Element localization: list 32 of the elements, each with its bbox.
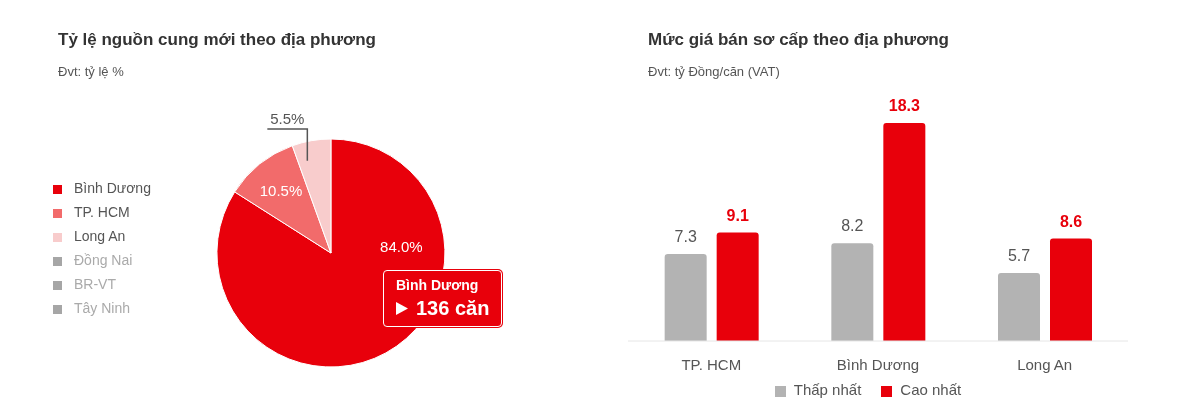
data-label: 84.0% xyxy=(380,238,423,256)
x-tick-label: Bình Dương xyxy=(836,355,920,373)
legend-label: Thấp nhất xyxy=(793,381,862,398)
x-tick-label: TP. HCM xyxy=(681,355,742,373)
bar xyxy=(883,123,926,341)
chart-subtitle: Đvt: tỷ lệ % xyxy=(58,64,125,79)
chart-title: Mức giá bán sơ cấp theo địa phương xyxy=(648,30,950,50)
data-label: 18.3 xyxy=(888,97,921,114)
chart-title: Tỷ lệ nguồn cung mới theo địa phương xyxy=(58,30,377,50)
text: Bình Dương xyxy=(396,277,480,293)
data-label: 9.1 xyxy=(726,206,749,224)
data-label: 7.3 xyxy=(674,228,697,246)
legend-label: BR-VT xyxy=(74,276,116,292)
legend-label: Long An xyxy=(74,228,126,244)
legend-label: Đồng Nai xyxy=(74,252,133,268)
legend-label: Cao nhất xyxy=(900,381,962,398)
data-label: 8.6 xyxy=(1059,212,1083,230)
bar xyxy=(1050,238,1092,341)
bar xyxy=(831,243,874,341)
bar xyxy=(716,232,759,341)
data-label: 10.5% xyxy=(259,182,303,200)
legend-label: TP. HCM xyxy=(74,204,130,220)
x-tick-label: Long An xyxy=(1017,355,1073,373)
data-label: 8.2 xyxy=(841,217,864,235)
data-label: 5.7 xyxy=(1007,247,1031,265)
bar xyxy=(664,254,707,341)
text: 136 căn xyxy=(416,297,490,320)
data-label: 5.5% xyxy=(270,110,305,127)
chart-subtitle: Đvt: tỷ Đồng/căn (VAT) xyxy=(648,64,781,79)
bar xyxy=(998,273,1040,341)
legend-label: Tây Ninh xyxy=(74,300,131,316)
legend-label: Bình Dương xyxy=(74,180,151,196)
